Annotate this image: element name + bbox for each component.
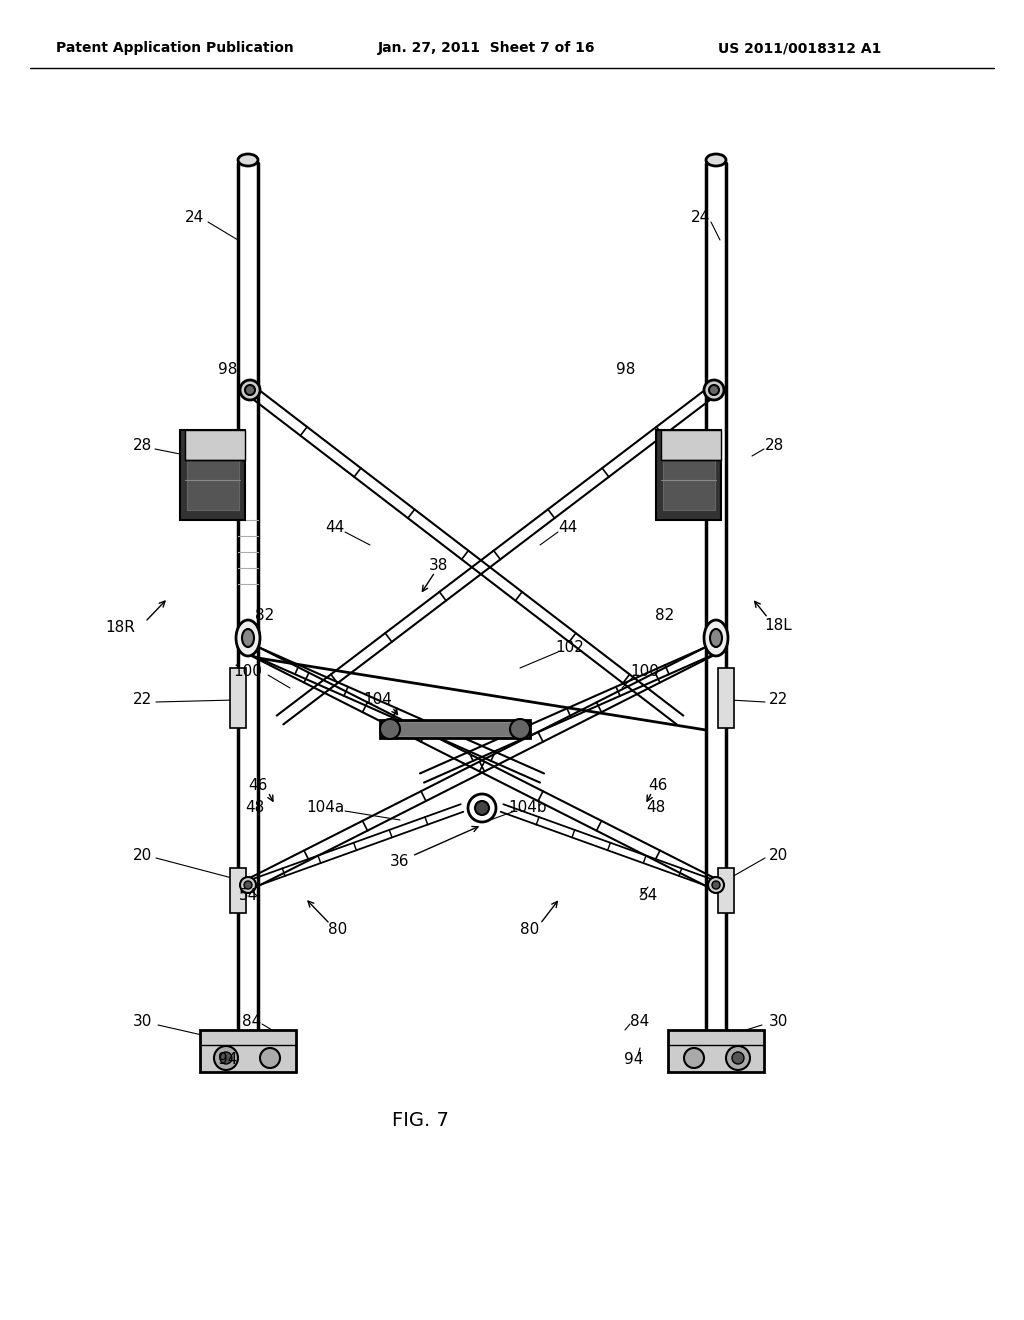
Circle shape <box>684 1048 705 1068</box>
Text: 54: 54 <box>638 887 657 903</box>
Text: 100: 100 <box>631 664 659 680</box>
Circle shape <box>244 880 252 888</box>
Circle shape <box>260 1048 280 1068</box>
Text: 46: 46 <box>648 777 668 792</box>
Bar <box>662 430 721 459</box>
Text: 30: 30 <box>768 1015 787 1030</box>
Text: 48: 48 <box>246 800 264 816</box>
Text: 20: 20 <box>133 847 153 862</box>
Text: 24: 24 <box>690 210 710 226</box>
Circle shape <box>705 380 724 400</box>
Bar <box>185 430 245 459</box>
Text: 98: 98 <box>218 363 238 378</box>
Circle shape <box>726 1045 750 1071</box>
Text: 46: 46 <box>248 777 267 792</box>
Bar <box>230 869 246 913</box>
Circle shape <box>240 380 260 400</box>
Text: 18L: 18L <box>764 618 792 632</box>
Bar <box>230 668 246 729</box>
Text: 54: 54 <box>239 887 258 903</box>
Text: 44: 44 <box>558 520 578 536</box>
Circle shape <box>709 385 719 395</box>
Text: 104: 104 <box>364 693 392 708</box>
Text: 98: 98 <box>616 363 636 378</box>
Text: FIG. 7: FIG. 7 <box>391 1110 449 1130</box>
Text: 28: 28 <box>765 437 784 453</box>
Text: 80: 80 <box>520 923 540 937</box>
Bar <box>187 436 239 510</box>
Text: 84: 84 <box>243 1015 261 1030</box>
Circle shape <box>732 1052 744 1064</box>
Text: Jan. 27, 2011  Sheet 7 of 16: Jan. 27, 2011 Sheet 7 of 16 <box>378 41 596 55</box>
Text: 102: 102 <box>556 640 585 656</box>
Ellipse shape <box>710 630 722 647</box>
Text: 36: 36 <box>390 854 410 870</box>
Text: 22: 22 <box>133 693 153 708</box>
Text: 38: 38 <box>428 557 447 573</box>
Text: 82: 82 <box>255 607 274 623</box>
Text: 100: 100 <box>233 664 262 680</box>
Bar <box>200 1030 296 1072</box>
Circle shape <box>712 880 720 888</box>
Text: 28: 28 <box>133 437 153 453</box>
Circle shape <box>708 876 724 894</box>
Text: 20: 20 <box>768 847 787 862</box>
Bar <box>663 436 715 510</box>
Ellipse shape <box>706 154 726 166</box>
Text: 24: 24 <box>185 210 205 226</box>
Circle shape <box>220 1052 232 1064</box>
Text: 104b: 104b <box>509 800 547 816</box>
Ellipse shape <box>705 620 728 656</box>
Text: 30: 30 <box>133 1015 153 1030</box>
Circle shape <box>380 719 400 739</box>
Bar <box>656 430 721 520</box>
Text: 18R: 18R <box>105 620 135 635</box>
Circle shape <box>468 795 496 822</box>
Text: Patent Application Publication: Patent Application Publication <box>56 41 294 55</box>
Text: 94: 94 <box>625 1052 644 1068</box>
Text: 48: 48 <box>646 800 666 816</box>
Bar <box>380 719 530 738</box>
Bar <box>668 1030 764 1072</box>
Ellipse shape <box>242 630 254 647</box>
Text: 84: 84 <box>631 1015 649 1030</box>
Text: 44: 44 <box>326 520 345 536</box>
Circle shape <box>240 876 256 894</box>
Bar <box>718 668 734 729</box>
Circle shape <box>214 1045 238 1071</box>
Text: US 2011/0018312 A1: US 2011/0018312 A1 <box>718 41 882 55</box>
Ellipse shape <box>238 154 258 166</box>
Text: 80: 80 <box>329 923 347 937</box>
Text: 82: 82 <box>655 607 675 623</box>
Text: 22: 22 <box>768 693 787 708</box>
Text: 104a: 104a <box>306 800 344 816</box>
Bar <box>718 869 734 913</box>
Ellipse shape <box>236 620 260 656</box>
Text: 94: 94 <box>218 1052 238 1068</box>
Circle shape <box>245 385 255 395</box>
Bar <box>180 430 245 520</box>
Circle shape <box>510 719 530 739</box>
Bar <box>390 722 520 737</box>
Circle shape <box>475 801 489 814</box>
